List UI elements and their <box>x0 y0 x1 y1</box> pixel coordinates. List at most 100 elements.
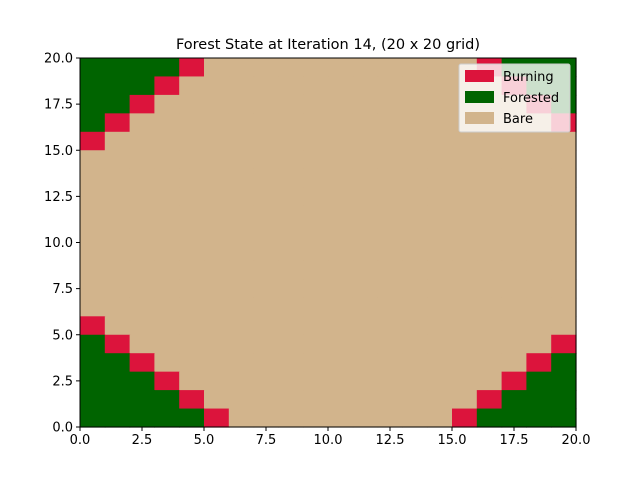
cell-bare <box>253 408 279 428</box>
cell-bare <box>228 58 255 78</box>
cell-forested <box>154 390 180 410</box>
cell-burning <box>179 390 205 410</box>
cell-bare <box>253 224 279 244</box>
cell-bare <box>476 260 503 280</box>
cell-bare <box>427 334 453 354</box>
cell-bare <box>303 205 329 225</box>
cell-forested <box>80 334 106 354</box>
cell-bare <box>179 279 205 299</box>
cell-bare <box>452 131 478 151</box>
cell-bare <box>551 205 577 225</box>
cell-bare <box>427 279 453 299</box>
cell-bare <box>204 260 230 280</box>
cell-forested <box>551 353 577 373</box>
cell-bare <box>204 371 230 391</box>
cell-bare <box>179 242 205 262</box>
cell-bare <box>551 242 577 262</box>
cell-bare <box>501 150 527 170</box>
cell-bare <box>228 260 255 280</box>
cell-bare <box>501 297 527 317</box>
cell-bare <box>129 297 155 317</box>
cell-bare <box>154 94 180 114</box>
cell-bare <box>278 371 304 391</box>
cell-bare <box>228 334 255 354</box>
cell-bare <box>129 260 155 280</box>
cell-bare <box>377 76 403 96</box>
cell-bare <box>526 131 552 151</box>
cell-bare <box>204 150 230 170</box>
x-tick-label: 15.0 <box>438 433 467 448</box>
cell-bare <box>154 353 180 373</box>
cell-burning <box>179 58 205 78</box>
x-axis: 0.0 2.5 5.0 7.5 10.0 12.5 15.0 17.5 20.0 <box>70 427 590 448</box>
cell-bare <box>402 390 428 410</box>
cell-bare <box>104 131 131 151</box>
legend: Burning Forested Bare <box>458 63 571 133</box>
cell-bare <box>427 113 453 133</box>
cell-bare <box>402 334 428 354</box>
cell-bare <box>476 187 503 207</box>
cell-burning <box>204 408 230 428</box>
x-tick-label: 10.0 <box>314 433 343 448</box>
cell-forested <box>80 371 106 391</box>
cell-bare <box>253 76 279 96</box>
cell-bare <box>278 279 304 299</box>
cell-bare <box>328 353 354 373</box>
cell-bare <box>278 168 304 188</box>
cell-bare <box>328 408 354 428</box>
cell-bare <box>154 279 180 299</box>
cell-bare <box>526 297 552 317</box>
cell-forested <box>104 353 131 373</box>
cell-bare <box>129 113 155 133</box>
cell-bare <box>278 316 304 336</box>
cell-bare <box>328 279 354 299</box>
cell-bare <box>377 353 403 373</box>
cell-bare <box>303 58 329 78</box>
cell-bare <box>80 242 106 262</box>
cell-bare <box>253 371 279 391</box>
cell-bare <box>303 297 329 317</box>
cell-bare <box>328 187 354 207</box>
cell-bare <box>402 224 428 244</box>
cell-bare <box>551 260 577 280</box>
cell-bare <box>427 168 453 188</box>
y-tick-label: 0.0 <box>52 421 73 436</box>
cell-burning <box>129 353 155 373</box>
cell-burning <box>129 94 155 114</box>
cell-forested <box>104 390 131 410</box>
cell-bare <box>328 205 354 225</box>
cell-bare <box>303 131 329 151</box>
cell-bare <box>476 334 503 354</box>
cell-forested <box>476 408 503 428</box>
y-tick-label: 2.5 <box>52 374 73 389</box>
cell-bare <box>228 279 255 299</box>
cell-bare <box>179 76 205 96</box>
cell-bare <box>253 150 279 170</box>
legend-label-bare: Bare <box>503 112 533 127</box>
cell-bare <box>402 260 428 280</box>
cell-bare <box>179 113 205 133</box>
cell-bare <box>179 334 205 354</box>
cell-bare <box>129 131 155 151</box>
cell-bare <box>303 76 329 96</box>
cell-bare <box>402 76 428 96</box>
cell-bare <box>104 279 131 299</box>
cell-bare <box>427 224 453 244</box>
cell-bare <box>303 187 329 207</box>
cell-bare <box>402 58 428 78</box>
cell-bare <box>377 113 403 133</box>
cell-bare <box>427 242 453 262</box>
cell-bare <box>476 131 503 151</box>
cell-bare <box>377 260 403 280</box>
cell-bare <box>501 168 527 188</box>
cell-bare <box>526 316 552 336</box>
cell-bare <box>526 242 552 262</box>
cell-bare <box>129 316 155 336</box>
cell-bare <box>452 205 478 225</box>
cell-bare <box>328 371 354 391</box>
cell-bare <box>129 187 155 207</box>
x-tick-label: 0.0 <box>70 433 91 448</box>
cell-bare <box>129 334 155 354</box>
